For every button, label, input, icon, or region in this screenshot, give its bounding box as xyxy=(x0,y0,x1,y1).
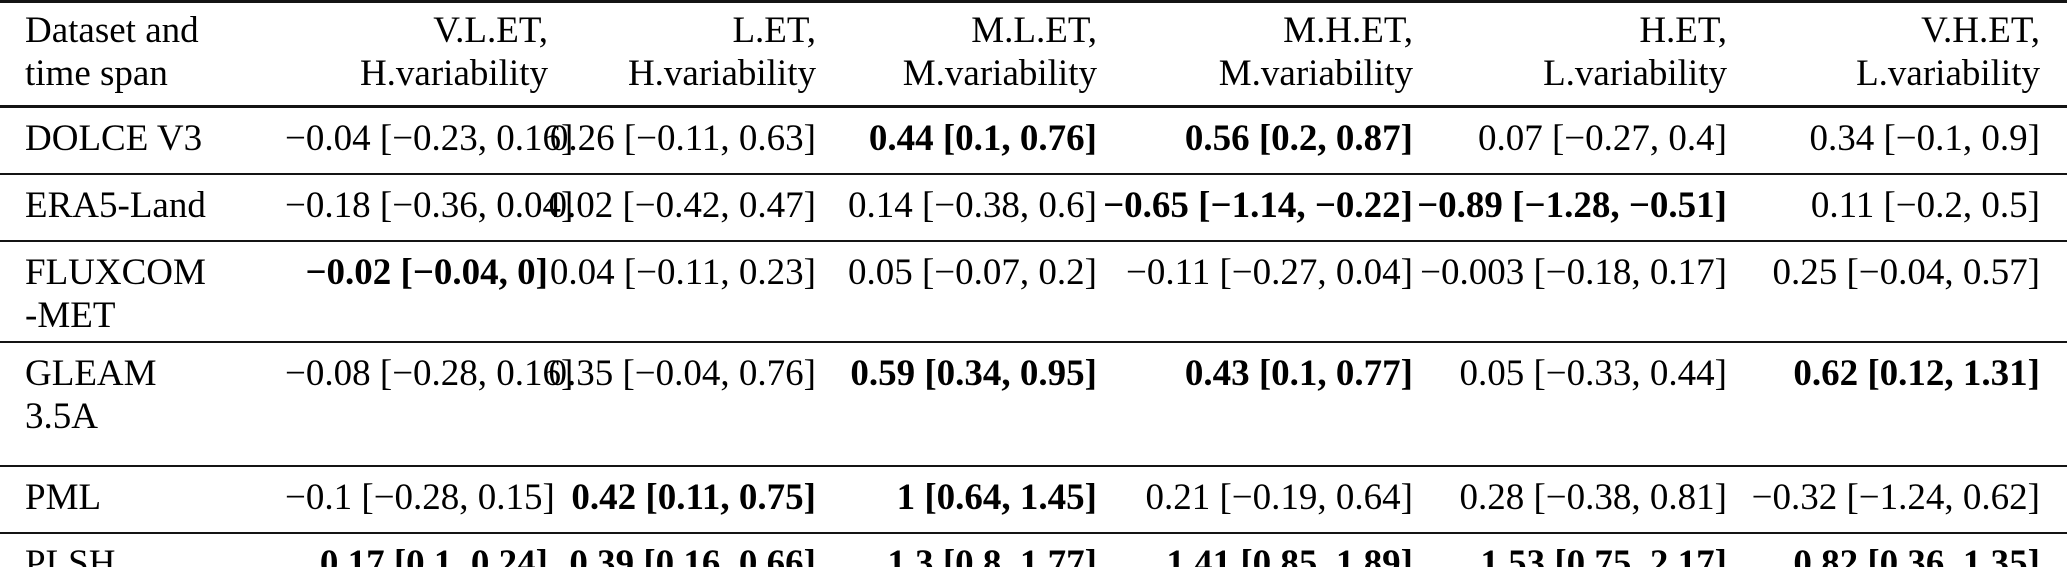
table-cell: 0.44 [0.1, 0.76] xyxy=(868,117,1097,159)
table-cell: −0.003 [−0.18, 0.17] xyxy=(1420,251,1727,293)
dataset-name: ERA5-Land xyxy=(25,184,206,226)
table-cell: −0.65 [−1.14, −0.22] xyxy=(1103,184,1413,226)
table-cell: 0.42 [0.11, 0.75] xyxy=(571,477,816,519)
table-cell: 0.43 [0.1, 0.77] xyxy=(1184,353,1413,395)
table-cell: 0.59 [0.34, 0.95] xyxy=(850,353,1097,395)
dataset-name: PML xyxy=(25,477,102,519)
table-cell: 0.25 [−0.04, 0.57] xyxy=(1772,251,2040,293)
column-header-line1: Dataset and xyxy=(25,10,199,51)
table-cell: 0.62 [0.12, 1.31] xyxy=(1793,353,2040,395)
column-header-line2: time span xyxy=(25,52,168,94)
dataset-name-cell: GLEAM 3.5A xyxy=(0,342,285,466)
column-header-line2: L.variability xyxy=(1543,52,1727,94)
dataset-name-cell: DOLCE V3 xyxy=(0,106,285,173)
column-header-line2: H.variability xyxy=(627,52,816,94)
column-header-line1: M.L.ET, xyxy=(971,10,1097,51)
table-cell: 1.3 [0.8, 1.77] xyxy=(887,543,1097,567)
table-body: DOLCE V3 −0.04 [−0.23, 0.16] 0.26 [−0.11… xyxy=(0,106,2067,567)
table-row-plsh: PLSH 0.17 [0.1, 0.24] 0.39 [0.16, 0.66] … xyxy=(0,533,2067,567)
table-cell: −0.08 [−0.28, 0.16] xyxy=(285,353,574,395)
table-cell: 0.05 [−0.07, 0.2] xyxy=(847,251,1097,293)
table-cell: −0.32 [−1.24, 0.62] xyxy=(1751,477,2040,519)
header-row: Dataset and time span V.L.ET, H.variabil… xyxy=(0,1,2067,107)
table-header: Dataset and time span V.L.ET, H.variabil… xyxy=(0,1,2067,107)
dataset-name: PLSH xyxy=(25,543,116,567)
dataset-name-cell: PML xyxy=(0,466,285,533)
table-cell: 0.17 [0.1, 0.24] xyxy=(319,543,548,567)
column-header-line1: V.H.ET, xyxy=(1921,10,2040,51)
column-header-line1: M.H.ET, xyxy=(1283,10,1413,51)
table-cell: 0.05 [−0.33, 0.44] xyxy=(1459,353,1727,395)
column-header-line2: L.variability xyxy=(1856,52,2040,94)
table-row-dolce-v3: DOLCE V3 −0.04 [−0.23, 0.16] 0.26 [−0.11… xyxy=(0,106,2067,174)
table-cell: 0.26 [−0.11, 0.63] xyxy=(549,117,816,159)
column-header-line1: H.ET, xyxy=(1639,10,1727,51)
table-cell: −0.11 [−0.27, 0.04] xyxy=(1125,251,1413,293)
table-cell: 0.28 [−0.38, 0.81] xyxy=(1459,477,1727,519)
column-header-ml-et: M.L.ET, M.variability xyxy=(816,2,1097,107)
table-cell: 0.21 [−0.19, 0.64] xyxy=(1145,477,1413,519)
column-header-line2: H.variability xyxy=(359,52,548,94)
column-header-line2: M.variability xyxy=(902,52,1097,94)
table-cell: 0.04 [−0.11, 0.23] xyxy=(549,251,816,293)
column-header-mh-et: M.H.ET, M.variability xyxy=(1097,2,1413,107)
dataset-name: FLUXCOM xyxy=(25,251,206,293)
table-cell: −0.1 [−0.28, 0.15] xyxy=(285,477,555,519)
dataset-name-cell: FLUXCOM -MET xyxy=(0,241,285,343)
table-cell: 0.82 [0.36, 1.35] xyxy=(1793,543,2040,567)
dataset-name: DOLCE V3 xyxy=(25,117,203,159)
table-cell: 0.39 [0.16, 0.66] xyxy=(569,543,816,567)
table-row-fluxcom-met: FLUXCOM -MET −0.02 [−0.04, 0] 0.04 [−0.1… xyxy=(0,241,2067,343)
dataset-name-cell: ERA5-Land xyxy=(0,174,285,241)
dataset-name-line2: -MET xyxy=(25,294,116,336)
column-header-line1: V.L.ET, xyxy=(433,10,548,51)
table-cell: −0.02 [−0.04, 0] xyxy=(305,251,548,293)
table-cell: 0.34 [−0.1, 0.9] xyxy=(1809,117,2040,159)
column-header-l-et: L.ET, H.variability xyxy=(548,2,816,107)
column-header-dataset: Dataset and time span xyxy=(0,2,285,107)
dataset-name-line2: 3.5A xyxy=(25,396,98,438)
column-header-vl-et: V.L.ET, H.variability xyxy=(285,2,548,107)
table-cell: 0.56 [0.2, 0.87] xyxy=(1184,117,1413,159)
table-row-era5-land: ERA5-Land −0.18 [−0.36, 0.04] 0.02 [−0.4… xyxy=(0,174,2067,241)
table-cell: 0.11 [−0.2, 0.5] xyxy=(1810,184,2040,226)
table-cell: 0.02 [−0.42, 0.47] xyxy=(548,184,816,226)
dataset-name: GLEAM xyxy=(25,353,157,395)
table-cell: 0.35 [−0.04, 0.76] xyxy=(548,353,816,395)
table-cell: −0.04 [−0.23, 0.16] xyxy=(285,117,574,159)
table-cell: 1.53 [0.75, 2.17] xyxy=(1480,543,1727,567)
dataset-name-cell: PLSH xyxy=(0,533,285,567)
table-cell: 0.07 [−0.27, 0.4] xyxy=(1477,117,1727,159)
column-header-h-et: H.ET, L.variability xyxy=(1413,2,1727,107)
column-header-line1: L.ET, xyxy=(732,10,816,51)
column-header-line2: M.variability xyxy=(1218,52,1413,94)
table-cell: 0.14 [−0.38, 0.6] xyxy=(847,184,1097,226)
table-row-pml: PML −0.1 [−0.28, 0.15] 0.42 [0.11, 0.75]… xyxy=(0,466,2067,534)
table-cell: 1 [0.64, 1.45] xyxy=(896,477,1097,519)
table-cell: −0.18 [−0.36, 0.04] xyxy=(285,184,574,226)
table-cell: −0.89 [−1.28, −0.51] xyxy=(1417,184,1727,226)
table-row-gleam-35a: GLEAM 3.5A −0.08 [−0.28, 0.16] 0.35 [−0.… xyxy=(0,342,2067,467)
table-cell: 1.41 [0.85, 1.89] xyxy=(1166,543,1413,567)
column-header-vh-et: V.H.ET, L.variability xyxy=(1727,2,2067,107)
